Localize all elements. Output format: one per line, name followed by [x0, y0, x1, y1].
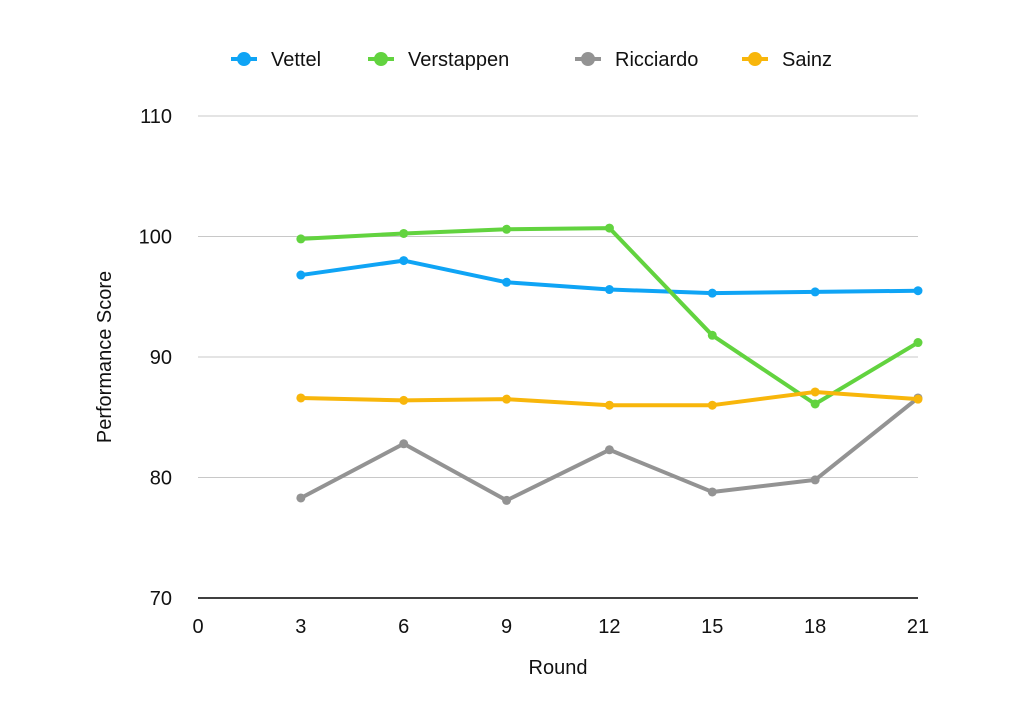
- data-point-vettel: [913, 286, 923, 296]
- data-point-vettel: [604, 285, 614, 295]
- data-point-ricciardo: [399, 439, 409, 449]
- data-point-verstappen: [810, 399, 820, 409]
- series-vettel: [296, 256, 923, 298]
- series-sainz: [296, 387, 923, 410]
- y-tick-labels: 70 80 90 100 110: [139, 106, 172, 610]
- data-point-vettel: [502, 277, 512, 287]
- x-tick-label: 6: [398, 616, 409, 638]
- data-point-vettel: [810, 287, 820, 297]
- y-tick-label: 110: [140, 106, 172, 128]
- series-line-verstappen: [300, 226, 920, 406]
- data-point-vettel: [399, 256, 409, 266]
- legend-label: Vettel: [271, 49, 321, 71]
- x-tick-label: 0: [192, 616, 203, 638]
- series-group: [296, 223, 923, 505]
- legend-item-verstappen: Verstappen: [368, 49, 509, 71]
- legend-item-ricciardo: Ricciardo: [575, 49, 698, 71]
- legend-marker: [748, 52, 762, 66]
- series-ricciardo: [296, 393, 923, 505]
- data-point-verstappen: [399, 228, 409, 238]
- data-point-verstappen: [604, 223, 614, 233]
- data-point-sainz: [399, 395, 409, 405]
- legend-item-sainz: Sainz: [742, 49, 832, 71]
- legend: Vettel Verstappen Ricciardo Sainz: [231, 49, 832, 71]
- legend-marker: [237, 52, 251, 66]
- y-tick-label: 100: [139, 227, 172, 249]
- data-point-sainz: [707, 400, 717, 410]
- x-tick-label: 15: [701, 616, 723, 638]
- data-point-ricciardo: [502, 495, 512, 505]
- data-point-sainz: [604, 400, 614, 410]
- data-point-sainz: [913, 394, 923, 404]
- data-point-vettel: [296, 270, 306, 280]
- gridlines: [198, 115, 918, 478]
- legend-marker: [581, 52, 595, 66]
- y-axis-label: Performance Score: [94, 271, 116, 443]
- legend-label: Verstappen: [408, 49, 509, 71]
- legend-label: Ricciardo: [615, 49, 698, 71]
- data-point-verstappen: [707, 330, 717, 340]
- x-tick-label: 3: [295, 616, 306, 638]
- data-point-sainz: [296, 393, 306, 403]
- data-point-vettel: [707, 288, 717, 298]
- y-tick-label: 70: [150, 588, 172, 610]
- x-tick-label: 12: [598, 616, 620, 638]
- y-tick-label: 80: [150, 468, 172, 490]
- data-point-ricciardo: [810, 475, 820, 485]
- x-axis-label: Round: [529, 657, 588, 679]
- series-verstappen: [296, 223, 923, 409]
- data-point-verstappen: [296, 234, 306, 244]
- data-point-ricciardo: [707, 487, 717, 497]
- legend-item-vettel: Vettel: [231, 49, 321, 71]
- x-tick-label: 18: [804, 616, 826, 638]
- x-tick-label: 9: [501, 616, 512, 638]
- data-point-sainz: [810, 387, 820, 397]
- data-point-verstappen: [502, 224, 512, 234]
- data-point-sainz: [502, 394, 512, 404]
- x-tick-labels: 0 3 6 9 12 15 18 21: [192, 616, 929, 638]
- y-tick-label: 90: [150, 347, 172, 369]
- data-point-ricciardo: [296, 493, 306, 503]
- data-point-ricciardo: [604, 445, 614, 455]
- data-point-verstappen: [913, 338, 923, 348]
- legend-label: Sainz: [782, 49, 832, 71]
- legend-marker: [374, 52, 388, 66]
- x-tick-label: 21: [907, 616, 929, 638]
